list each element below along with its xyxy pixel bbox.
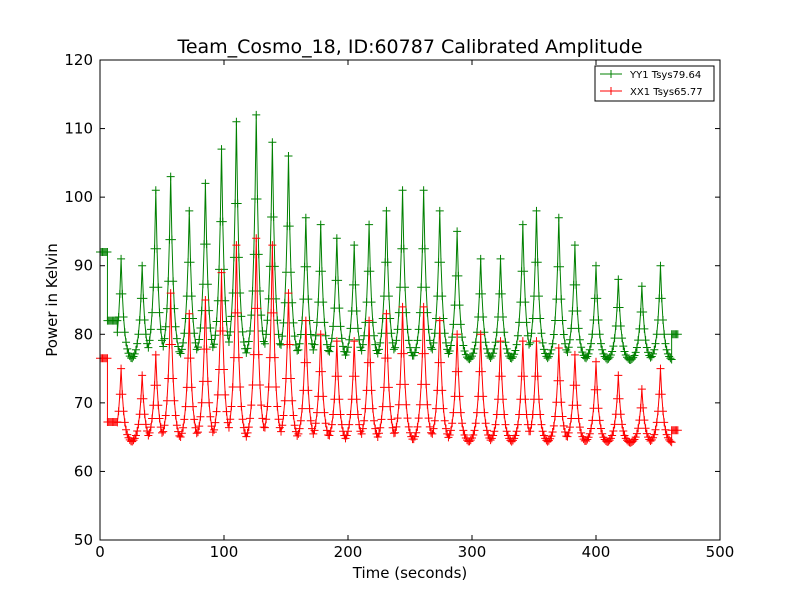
y-axis-ticks: 50 60 70 80 90 100 110 120 bbox=[64, 51, 720, 549]
legend: YY1 Tsys79.64 XX1 Tsys65.77 bbox=[594, 65, 715, 102]
x-tick-label: 200 bbox=[334, 543, 363, 561]
x-axis-label: Time (seconds) bbox=[352, 564, 468, 582]
series-xx1 bbox=[96, 234, 682, 447]
y-tick-label: 60 bbox=[74, 462, 93, 480]
x-tick-label: 100 bbox=[210, 543, 239, 561]
plot-area: 0 100 200 300 400 500 50 60 70 80 90 100 110 120 bbox=[64, 51, 734, 561]
y-tick-label: 100 bbox=[64, 188, 93, 206]
legend-box bbox=[594, 65, 715, 102]
axes-frame bbox=[99, 59, 721, 541]
legend-marker-xx1 bbox=[607, 87, 615, 95]
y-tick-label: 70 bbox=[74, 394, 93, 412]
y-axis-label: Power in Kelvin bbox=[43, 243, 61, 357]
legend-entry-xx1: XX1 Tsys65.77 bbox=[600, 87, 703, 98]
series-layer bbox=[96, 110, 682, 447]
y-tick-label: 80 bbox=[74, 325, 93, 343]
x-tick-label: 500 bbox=[706, 543, 735, 561]
x-tick-label: 0 bbox=[95, 543, 105, 561]
legend-marker-yy1 bbox=[607, 70, 615, 78]
y-tick-label: 110 bbox=[64, 120, 93, 138]
legend-entry-yy1: YY1 Tsys79.64 bbox=[600, 70, 701, 81]
legend-label-xx1: XX1 Tsys65.77 bbox=[630, 87, 703, 98]
x-tick-label: 400 bbox=[582, 543, 611, 561]
legend-label-yy1: YY1 Tsys79.64 bbox=[629, 70, 701, 81]
y-tick-label: 90 bbox=[74, 257, 93, 275]
x-axis-ticks: 0 100 200 300 400 500 bbox=[95, 60, 734, 561]
x-tick-label: 300 bbox=[458, 543, 487, 561]
y-tick-label: 120 bbox=[64, 51, 93, 69]
chart-title: Team_Cosmo_18, ID:60787 Calibrated Ampli… bbox=[176, 36, 642, 58]
y-tick-label: 50 bbox=[74, 531, 93, 549]
